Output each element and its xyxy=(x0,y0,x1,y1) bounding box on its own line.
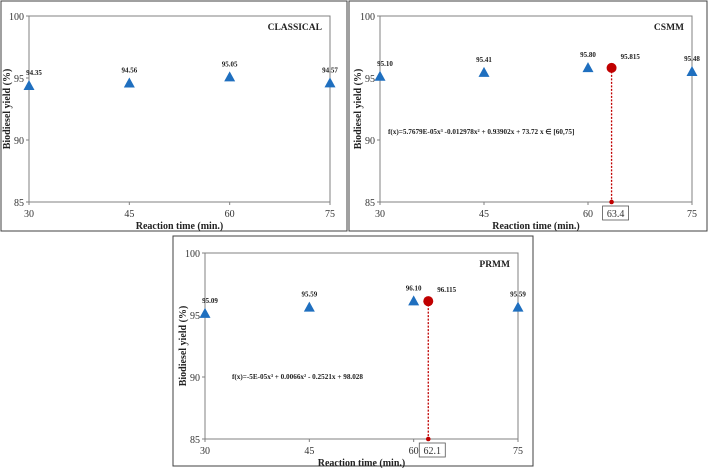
y-tick-label: 95 xyxy=(190,311,200,322)
data-point-triangle xyxy=(303,301,315,312)
plot-area xyxy=(379,15,693,203)
x-tick-label: 60 xyxy=(225,209,235,220)
x-tick-label: 45 xyxy=(124,209,134,220)
panel-frame xyxy=(0,0,348,232)
panel-frame xyxy=(172,235,534,467)
y-tick-label: 85 xyxy=(190,435,200,446)
data-point-triangle xyxy=(374,70,386,81)
x-tick-label: 75 xyxy=(513,446,523,457)
chart-panel-classical: 85 90 95 100 30 45 60 75 Reaction time (min.) Bio… xyxy=(0,0,348,232)
optimum-point xyxy=(606,62,617,73)
y-tick-label: 100 xyxy=(360,12,375,23)
x-tick-label: 60 xyxy=(583,209,593,220)
data-point-triangle xyxy=(582,62,594,73)
x-tick-label: 30 xyxy=(375,209,385,220)
data-label: 95.41 xyxy=(476,56,492,64)
chart-title: CSMM xyxy=(654,23,684,33)
panel-frame xyxy=(348,0,708,232)
x-axis-label: Reaction time (min.) xyxy=(136,221,223,232)
x-axis-label: Reaction time (min.) xyxy=(492,221,579,232)
y-tick-label: 95 xyxy=(14,74,24,85)
y-tick-label: 90 xyxy=(365,136,375,147)
data-point-triangle xyxy=(408,295,420,306)
chart-panel-csmm: 85 90 95 100 30 45 60 75 Reaction time (min.) Bio… xyxy=(348,0,708,232)
data-label: 95.10 xyxy=(377,60,393,68)
optimum-point xyxy=(423,296,434,307)
data-point-triangle xyxy=(23,80,35,91)
fit-equation: f(x)=5.7679E-05x³ -0.012978x² + 0.93902x… xyxy=(388,128,574,136)
data-point-triangle xyxy=(224,71,236,82)
optimum-x-label: 62.1 xyxy=(424,446,442,457)
data-label: 94.57 xyxy=(322,66,338,74)
data-label: 94.35 xyxy=(26,69,42,77)
y-axis-label: Biodiesel yield (%) xyxy=(2,69,13,150)
plot-area xyxy=(204,252,519,440)
chart-title: CLASSICAL xyxy=(268,23,322,33)
y-axis-label: Biodiesel yield (%) xyxy=(353,69,364,150)
data-point-triangle xyxy=(478,66,490,77)
data-point-triangle xyxy=(324,77,336,88)
y-tick-label: 85 xyxy=(365,198,375,209)
data-point-triangle xyxy=(199,307,211,318)
y-tick-label: 100 xyxy=(9,12,24,23)
x-tick-label: 60 xyxy=(409,446,419,457)
data-label: 95.48 xyxy=(684,55,700,63)
data-label: 94.56 xyxy=(121,66,137,74)
y-tick-label: 95 xyxy=(365,74,375,85)
data-label: 95.80 xyxy=(580,51,596,59)
x-tick-label: 30 xyxy=(200,446,210,457)
optimum-y-label: 95.815 xyxy=(621,53,641,61)
optimum-y-label: 96.115 xyxy=(437,286,456,294)
chart-title: PRMM xyxy=(479,260,510,270)
optimum-x-box xyxy=(602,205,629,221)
x-tick-label: 45 xyxy=(479,209,489,220)
data-point-triangle xyxy=(512,301,524,312)
fit-equation: f(x)=-5E-05x³ + 0.0066x² - 0.2521x + 98.… xyxy=(232,373,363,381)
data-label: 95.59 xyxy=(301,291,317,299)
chart-panel-prmm: 85 90 95 100 30 45 60 75 Reaction time (min.) Bio… xyxy=(172,235,534,468)
data-label: 95.09 xyxy=(202,297,218,305)
data-label: 95.05 xyxy=(222,60,238,68)
y-tick-label: 90 xyxy=(190,373,200,384)
optimum-x-box xyxy=(418,442,446,458)
optimum-axis-dot xyxy=(609,199,614,205)
data-point-triangle xyxy=(123,77,135,88)
x-tick-label: 75 xyxy=(687,209,697,220)
x-axis-label: Reaction time (min.) xyxy=(318,458,405,468)
optimum-axis-dot xyxy=(425,436,431,442)
y-tick-label: 90 xyxy=(14,136,24,147)
x-tick-label: 75 xyxy=(325,209,335,220)
data-label: 95.59 xyxy=(510,291,526,299)
data-point-triangle xyxy=(686,66,698,77)
plot-area xyxy=(28,15,331,203)
y-tick-label: 85 xyxy=(14,198,24,209)
y-tick-label: 100 xyxy=(185,249,200,260)
x-tick-label: 45 xyxy=(304,446,314,457)
y-axis-label: Biodiesel yield (%) xyxy=(178,306,189,387)
optimum-x-label: 63.4 xyxy=(607,209,625,220)
data-label: 96.10 xyxy=(406,284,422,292)
x-tick-label: 30 xyxy=(24,209,34,220)
